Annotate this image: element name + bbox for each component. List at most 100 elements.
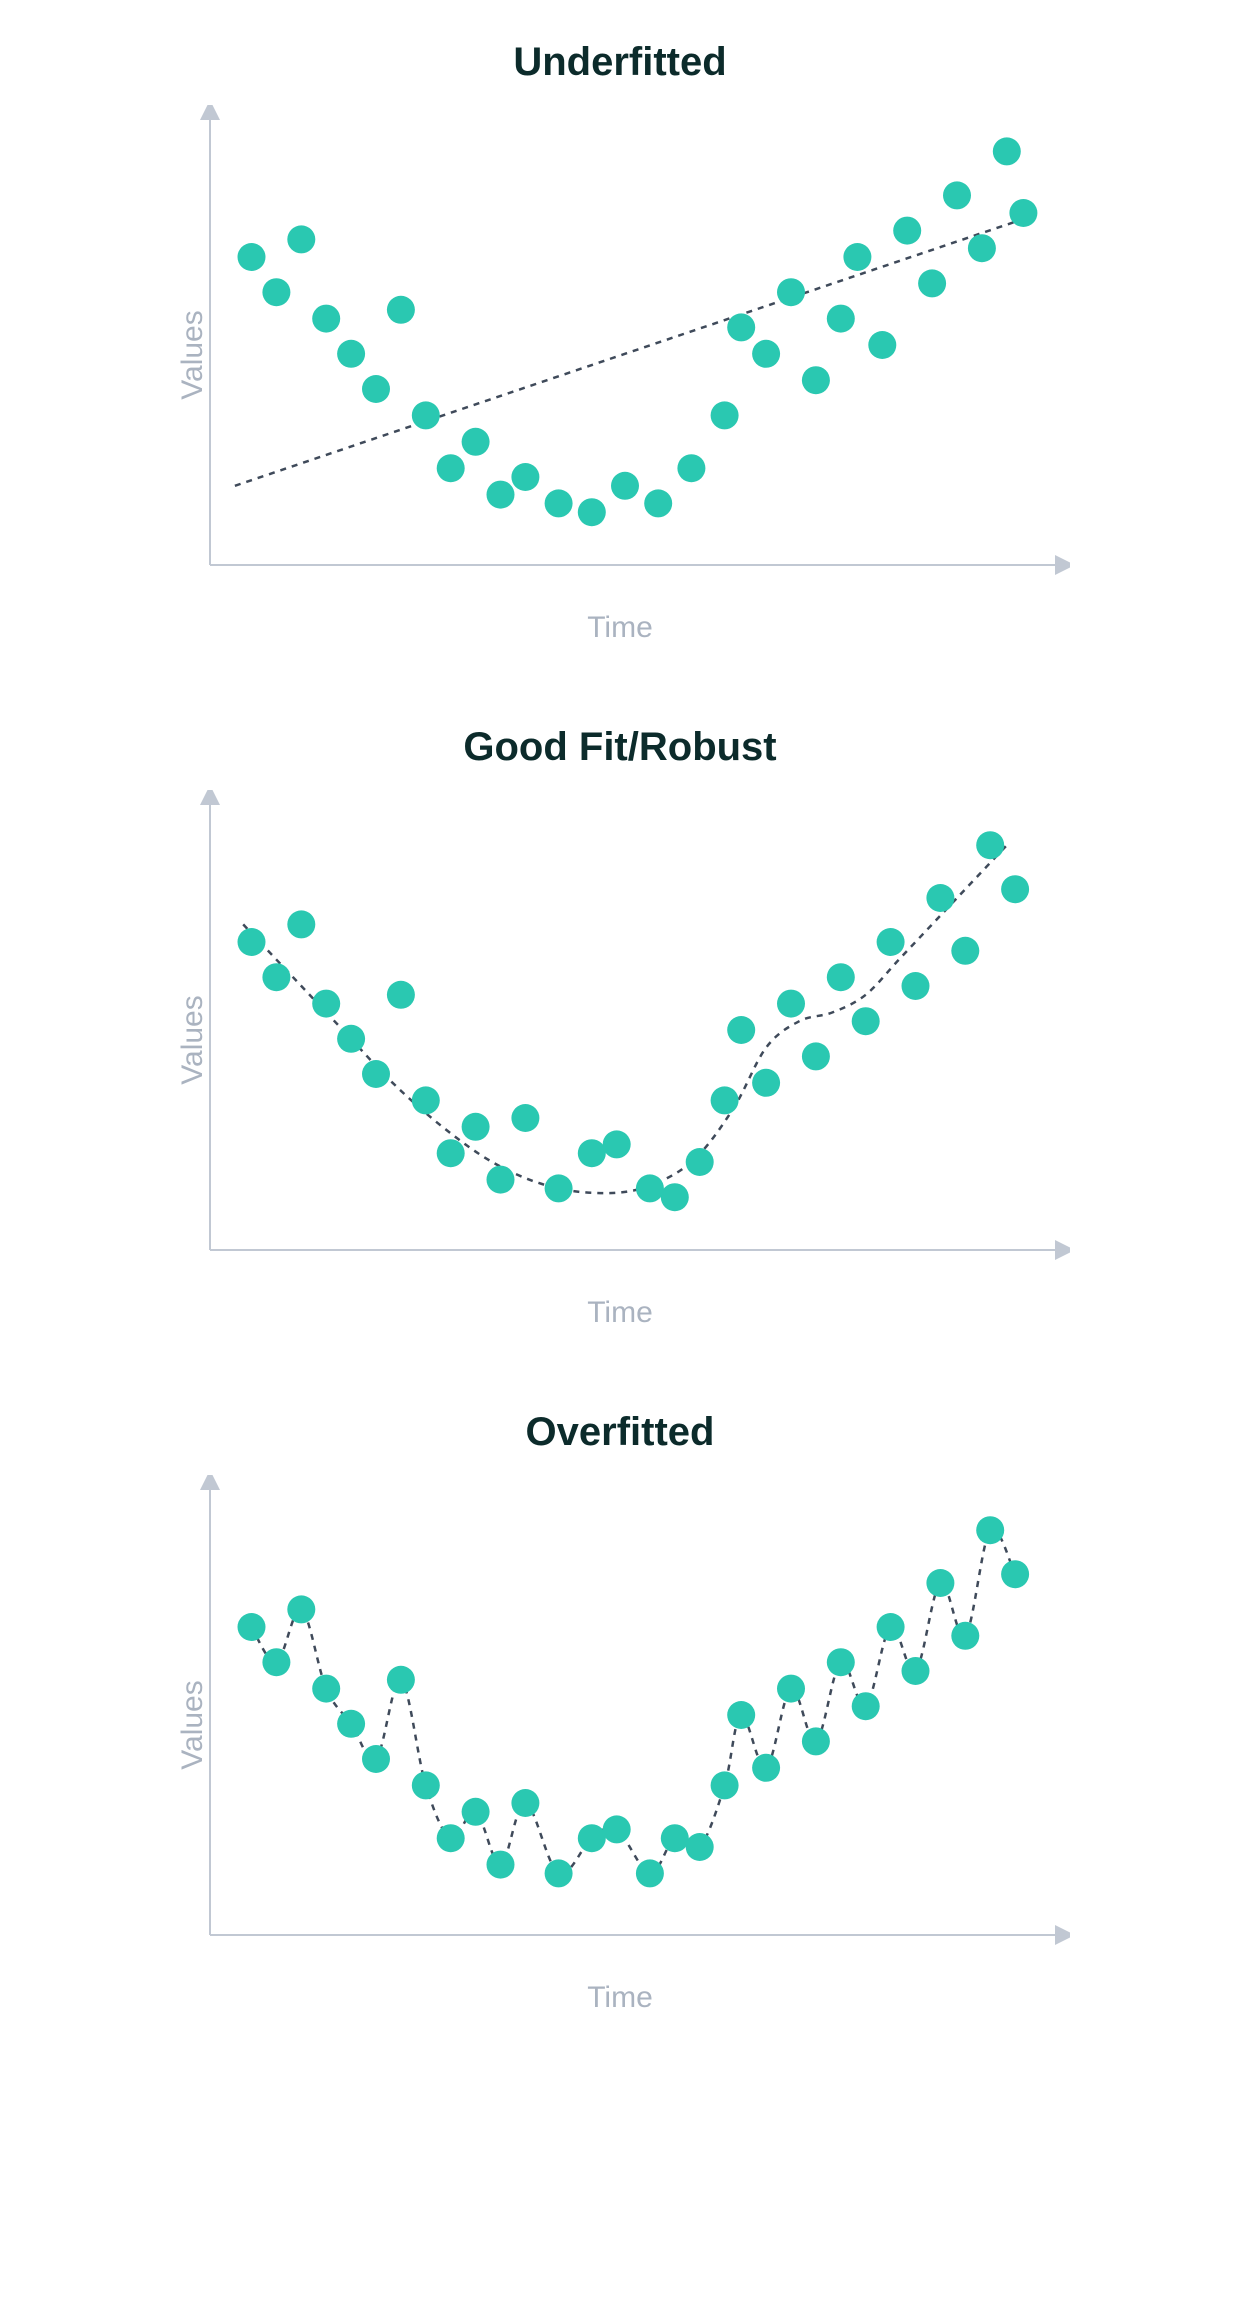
data-point: [511, 463, 539, 491]
data-point: [362, 1745, 390, 1773]
data-point: [868, 331, 896, 359]
data-point: [437, 1139, 465, 1167]
data-point: [578, 1824, 606, 1852]
data-point: [238, 928, 266, 956]
data-point: [262, 1648, 290, 1676]
data-point: [412, 1086, 440, 1114]
fit-curve-overfit: [252, 1529, 1016, 1874]
data-point: [711, 1086, 739, 1114]
data-point: [802, 1042, 830, 1070]
data-point: [636, 1174, 664, 1202]
scatter-chart: [170, 105, 1070, 605]
x-axis-label: Time: [587, 1981, 653, 2015]
data-point: [902, 1657, 930, 1685]
data-point: [1009, 199, 1037, 227]
data-point: [777, 990, 805, 1018]
data-point: [545, 1859, 573, 1887]
data-point: [1001, 1560, 1029, 1588]
data-point: [603, 1815, 631, 1843]
data-point: [951, 937, 979, 965]
data-point: [877, 1613, 905, 1641]
data-point: [262, 278, 290, 306]
data-point: [238, 1613, 266, 1641]
data-point: [802, 366, 830, 394]
data-point: [802, 1727, 830, 1755]
data-point: [877, 928, 905, 956]
data-point: [951, 1622, 979, 1650]
data-point: [545, 489, 573, 517]
data-point: [711, 401, 739, 429]
data-point: [852, 1692, 880, 1720]
data-point: [337, 1025, 365, 1053]
data-point: [636, 1859, 664, 1887]
data-point: [511, 1104, 539, 1132]
data-point: [752, 1069, 780, 1097]
data-point: [727, 1016, 755, 1044]
data-point: [462, 428, 490, 456]
data-point: [852, 1007, 880, 1035]
data-point: [578, 498, 606, 526]
data-point: [578, 1139, 606, 1167]
data-point: [843, 243, 871, 271]
data-point: [827, 1648, 855, 1676]
data-point: [777, 278, 805, 306]
charts-container: Underfitted Values Time Good Fit/Robust Valu…: [170, 40, 1070, 2095]
data-point: [287, 225, 315, 253]
data-point: [487, 1166, 515, 1194]
data-point: [603, 1130, 631, 1158]
data-point: [661, 1824, 689, 1852]
data-point: [1001, 875, 1029, 903]
data-point: [727, 1701, 755, 1729]
data-point: [387, 981, 415, 1009]
data-point: [412, 1771, 440, 1799]
data-point: [777, 1675, 805, 1703]
data-point: [686, 1148, 714, 1176]
data-point: [412, 401, 440, 429]
data-point: [287, 910, 315, 938]
data-point: [487, 481, 515, 509]
data-point: [611, 472, 639, 500]
data-point: [943, 181, 971, 209]
data-point: [976, 1516, 1004, 1544]
data-point: [462, 1798, 490, 1826]
chart-block: Overfitted Values Time: [170, 1410, 1070, 2015]
data-point: [238, 243, 266, 271]
x-axis-label: Time: [587, 611, 653, 645]
data-point: [337, 340, 365, 368]
data-point: [827, 963, 855, 991]
y-axis-label: Values: [176, 1680, 210, 1770]
data-point: [893, 217, 921, 245]
x-axis-label: Time: [587, 1296, 653, 1330]
data-point: [362, 1060, 390, 1088]
scatter-chart: [170, 1475, 1070, 1975]
data-point: [337, 1710, 365, 1738]
data-point: [752, 340, 780, 368]
data-point: [437, 454, 465, 482]
chart-title: Overfitted: [526, 1410, 715, 1455]
data-point: [711, 1771, 739, 1799]
data-point: [287, 1595, 315, 1623]
chart-wrap: Values: [170, 1475, 1070, 1975]
data-point: [312, 305, 340, 333]
data-point: [362, 375, 390, 403]
data-point: [902, 972, 930, 1000]
data-point: [387, 296, 415, 324]
chart-title: Underfitted: [513, 40, 726, 85]
y-axis-label: Values: [176, 995, 210, 1085]
y-axis-label: Values: [176, 310, 210, 400]
chart-block: Underfitted Values Time: [170, 40, 1070, 645]
fitting-charts-page: Underfitted Values Time Good Fit/Robust Valu…: [0, 0, 1240, 2155]
data-point: [545, 1174, 573, 1202]
data-point: [926, 1569, 954, 1597]
scatter-chart: [170, 790, 1070, 1290]
data-point: [487, 1851, 515, 1879]
data-point: [976, 831, 1004, 859]
chart-block: Good Fit/Robust Values Time: [170, 725, 1070, 1330]
data-point: [918, 269, 946, 297]
chart-title: Good Fit/Robust: [463, 725, 776, 770]
data-point: [511, 1789, 539, 1817]
data-point: [752, 1754, 780, 1782]
data-point: [968, 234, 996, 262]
data-point: [677, 454, 705, 482]
data-point: [993, 137, 1021, 165]
